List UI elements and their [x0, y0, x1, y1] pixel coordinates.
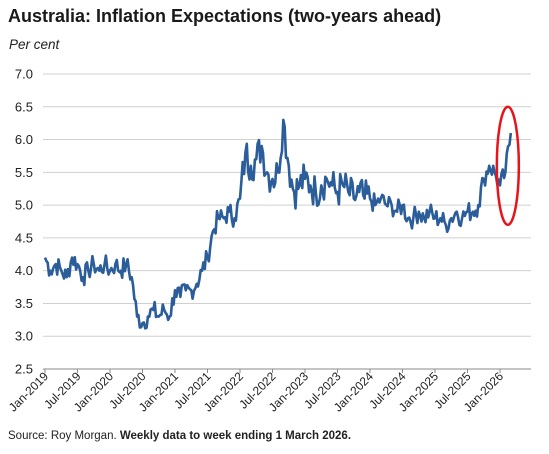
source-emphasis: Weekly data to week ending 1 March 2026.	[119, 430, 352, 442]
y-tick-label: 7.0	[15, 67, 33, 82]
x-axis-ticks: Jan-2019Jul-2019Jan-2020Jul-2020Jan-2021…	[6, 369, 507, 415]
y-tick-label: 5.5	[15, 165, 33, 180]
series-line	[43, 118, 513, 330]
y-tick-label: 4.0	[15, 263, 33, 278]
y-tick-label: 2.5	[15, 362, 33, 377]
units-label: Per cent	[9, 37, 60, 52]
source-note: Source: Roy Morgan. Weekly data to week …	[8, 430, 351, 442]
y-tick-label: 6.0	[15, 132, 33, 147]
y-tick-label: 5.0	[15, 198, 33, 213]
gridlines	[43, 73, 531, 337]
y-tick-label: 3.0	[15, 329, 33, 344]
y-tick-label: 4.5	[15, 230, 33, 245]
source-prefix: Source: Roy Morgan.	[8, 430, 120, 442]
y-tick-label: 6.5	[15, 99, 33, 114]
highlight-ellipse	[495, 105, 521, 227]
chart-title: Australia: Inflation Expectations (two-y…	[8, 6, 442, 26]
y-axis-ticks: 2.5 3.0 3.5 4.0 4.5 5.0 5.5 6.0 6.5 7.0	[15, 67, 33, 377]
y-tick-label: 3.5	[15, 296, 33, 311]
